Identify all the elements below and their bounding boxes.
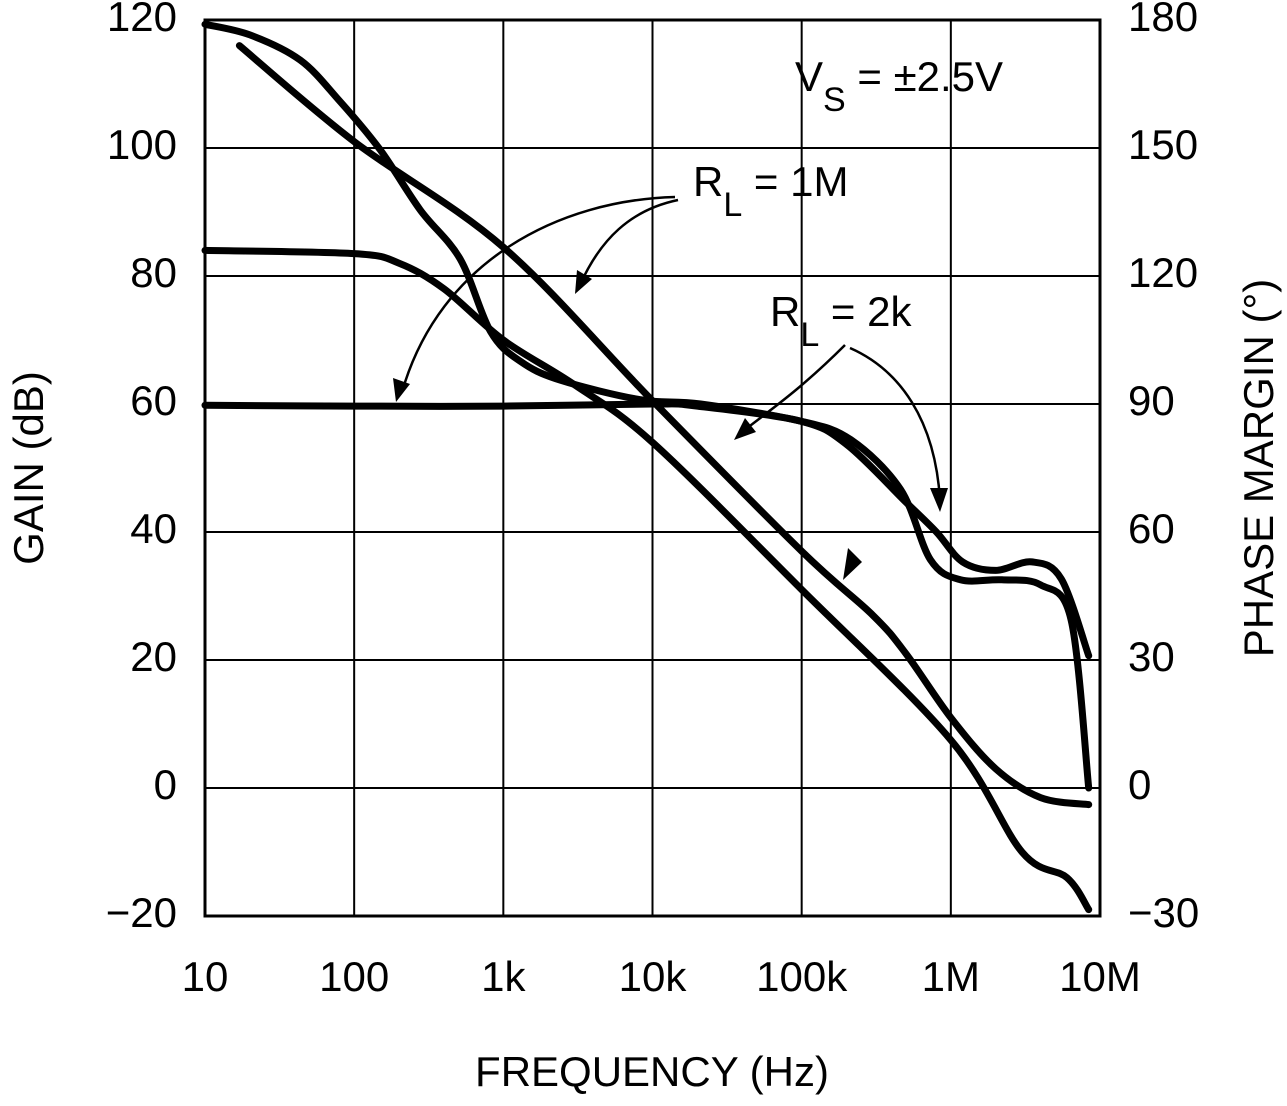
y2-tick-label: 90: [1128, 377, 1175, 424]
x-tick-label: 100: [319, 953, 389, 1000]
y2-tick-label: −30: [1128, 889, 1199, 936]
y2-tick-label: 30: [1128, 633, 1175, 680]
x-tick-label: 1k: [481, 953, 526, 1000]
y-tick-label: −20: [106, 889, 177, 936]
arrowhead: [575, 270, 592, 294]
y2-tick-label: 60: [1128, 505, 1175, 552]
gain-curve: [201, 246, 1093, 914]
arrow: [741, 344, 846, 433]
x-tick-label: 10M: [1059, 953, 1141, 1000]
annotation-main: V: [795, 53, 823, 100]
annotation-sub: L: [723, 186, 742, 224]
y2-tick-label: 0: [1128, 761, 1151, 808]
y2-tick-label: 180: [1128, 0, 1198, 40]
y-tick-label: 40: [130, 505, 177, 552]
supply-annotation: VS = ±2.5V: [795, 53, 1003, 119]
annotation-main: R: [770, 288, 800, 335]
arrow: [578, 198, 679, 286]
annotation-rest: = 1M: [742, 158, 848, 205]
gain-curve: [235, 42, 1093, 809]
arrowhead: [734, 418, 756, 440]
annotation-arrows: [393, 195, 948, 580]
grid: [204, 19, 1101, 917]
arrow: [849, 346, 942, 501]
x-tick-label: 100k: [756, 953, 848, 1000]
arrow: [400, 195, 676, 393]
y-tick-label: 80: [130, 249, 177, 296]
rl-2k-annotation: RL = 2k: [770, 288, 912, 354]
annotation-sub: S: [823, 81, 846, 119]
plot-frame: [203, 18, 1102, 918]
x-axis-title: FREQUENCY (Hz): [475, 1048, 829, 1095]
arrowhead: [843, 548, 862, 580]
annotation-rest: = 2k: [819, 288, 912, 335]
y2-tick-label: 150: [1128, 121, 1198, 168]
arrowhead: [393, 378, 410, 402]
y-tick-label: 20: [130, 633, 177, 680]
y2-tick-label: 120: [1128, 249, 1198, 296]
annotation-main: R: [693, 158, 723, 205]
annotation-rest: = ±2.5V: [846, 53, 1003, 100]
arrowhead: [930, 488, 948, 512]
x-tick-label: 1M: [922, 953, 980, 1000]
x-tick-label: 10k: [619, 953, 688, 1000]
y2-axis-title: PHASE MARGIN (°): [1235, 279, 1282, 658]
phase-curve: [201, 400, 1093, 660]
y-tick-label: 120: [107, 0, 177, 40]
curves: [201, 20, 1093, 914]
y-tick-label: 0: [154, 761, 177, 808]
y-axis-title: GAIN (dB): [5, 371, 52, 565]
phase-curve: [201, 20, 1093, 792]
rl-1m-annotation: RL = 1M: [693, 158, 848, 224]
y-tick-label: 60: [130, 377, 177, 424]
y-tick-label: 100: [107, 121, 177, 168]
annotation-sub: L: [800, 316, 819, 354]
x-tick-label: 10: [182, 953, 229, 1000]
